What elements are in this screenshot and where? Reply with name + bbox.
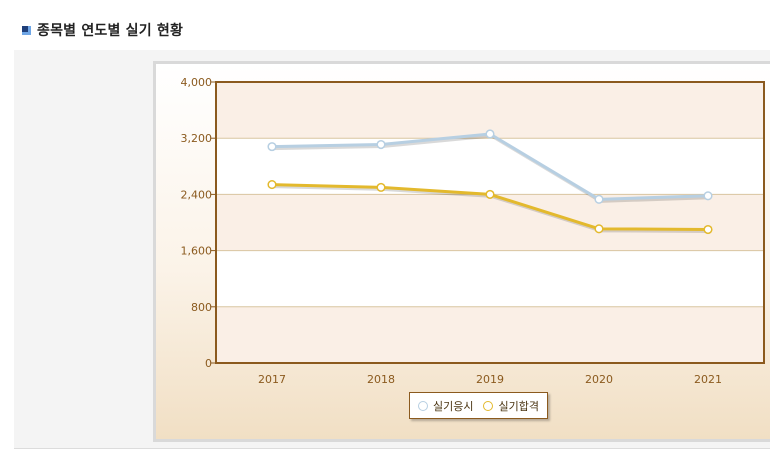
data-point-series-1 [594, 194, 604, 204]
plot-band [216, 194, 764, 251]
x-tick-label: 2017 [258, 373, 286, 386]
bullet-icon [22, 25, 31, 35]
chart-legend: 실기응시 실기합격 [409, 392, 548, 419]
plot-border [215, 81, 765, 364]
y-tick-label: 1,600 [181, 245, 213, 258]
data-point-series-1 [703, 191, 713, 201]
legend-label-series-1: 실기응시 [433, 399, 474, 413]
y-tick-label: 800 [191, 301, 212, 314]
legend-label-series-2: 실기합격 [498, 399, 539, 413]
y-tick-label: 4,000 [181, 76, 213, 89]
x-tick-label: 2018 [367, 373, 395, 386]
section-title: 종목별 연도별 실기 현황 [37, 23, 184, 39]
y-tick-label: 0 [205, 357, 212, 370]
data-point-series-1 [267, 142, 277, 152]
data-point-series-2 [267, 180, 277, 190]
data-point-series-2 [594, 224, 604, 234]
x-tick-label: 2019 [476, 373, 504, 386]
plot-band [216, 82, 764, 139]
section-header: 종목별 연도별 실기 현황 [22, 19, 183, 41]
plot-band [216, 306, 764, 363]
legend-marker-series-2 [483, 400, 494, 411]
legend-item-series-1: 실기응시 [418, 398, 473, 414]
y-tick-label: 3,200 [181, 132, 213, 145]
data-point-series-2 [376, 182, 386, 192]
legend-item-series-2: 실기합격 [483, 398, 539, 414]
data-point-series-2 [485, 189, 495, 199]
data-point-series-2 [703, 224, 713, 235]
data-point-series-1 [376, 139, 386, 150]
data-point-series-1 [485, 129, 495, 139]
legend-marker-series-1 [418, 400, 428, 411]
y-tick-label: 2,400 [181, 188, 213, 201]
x-tick-label: 2020 [585, 373, 613, 386]
x-tick-label: 2021 [694, 373, 722, 386]
